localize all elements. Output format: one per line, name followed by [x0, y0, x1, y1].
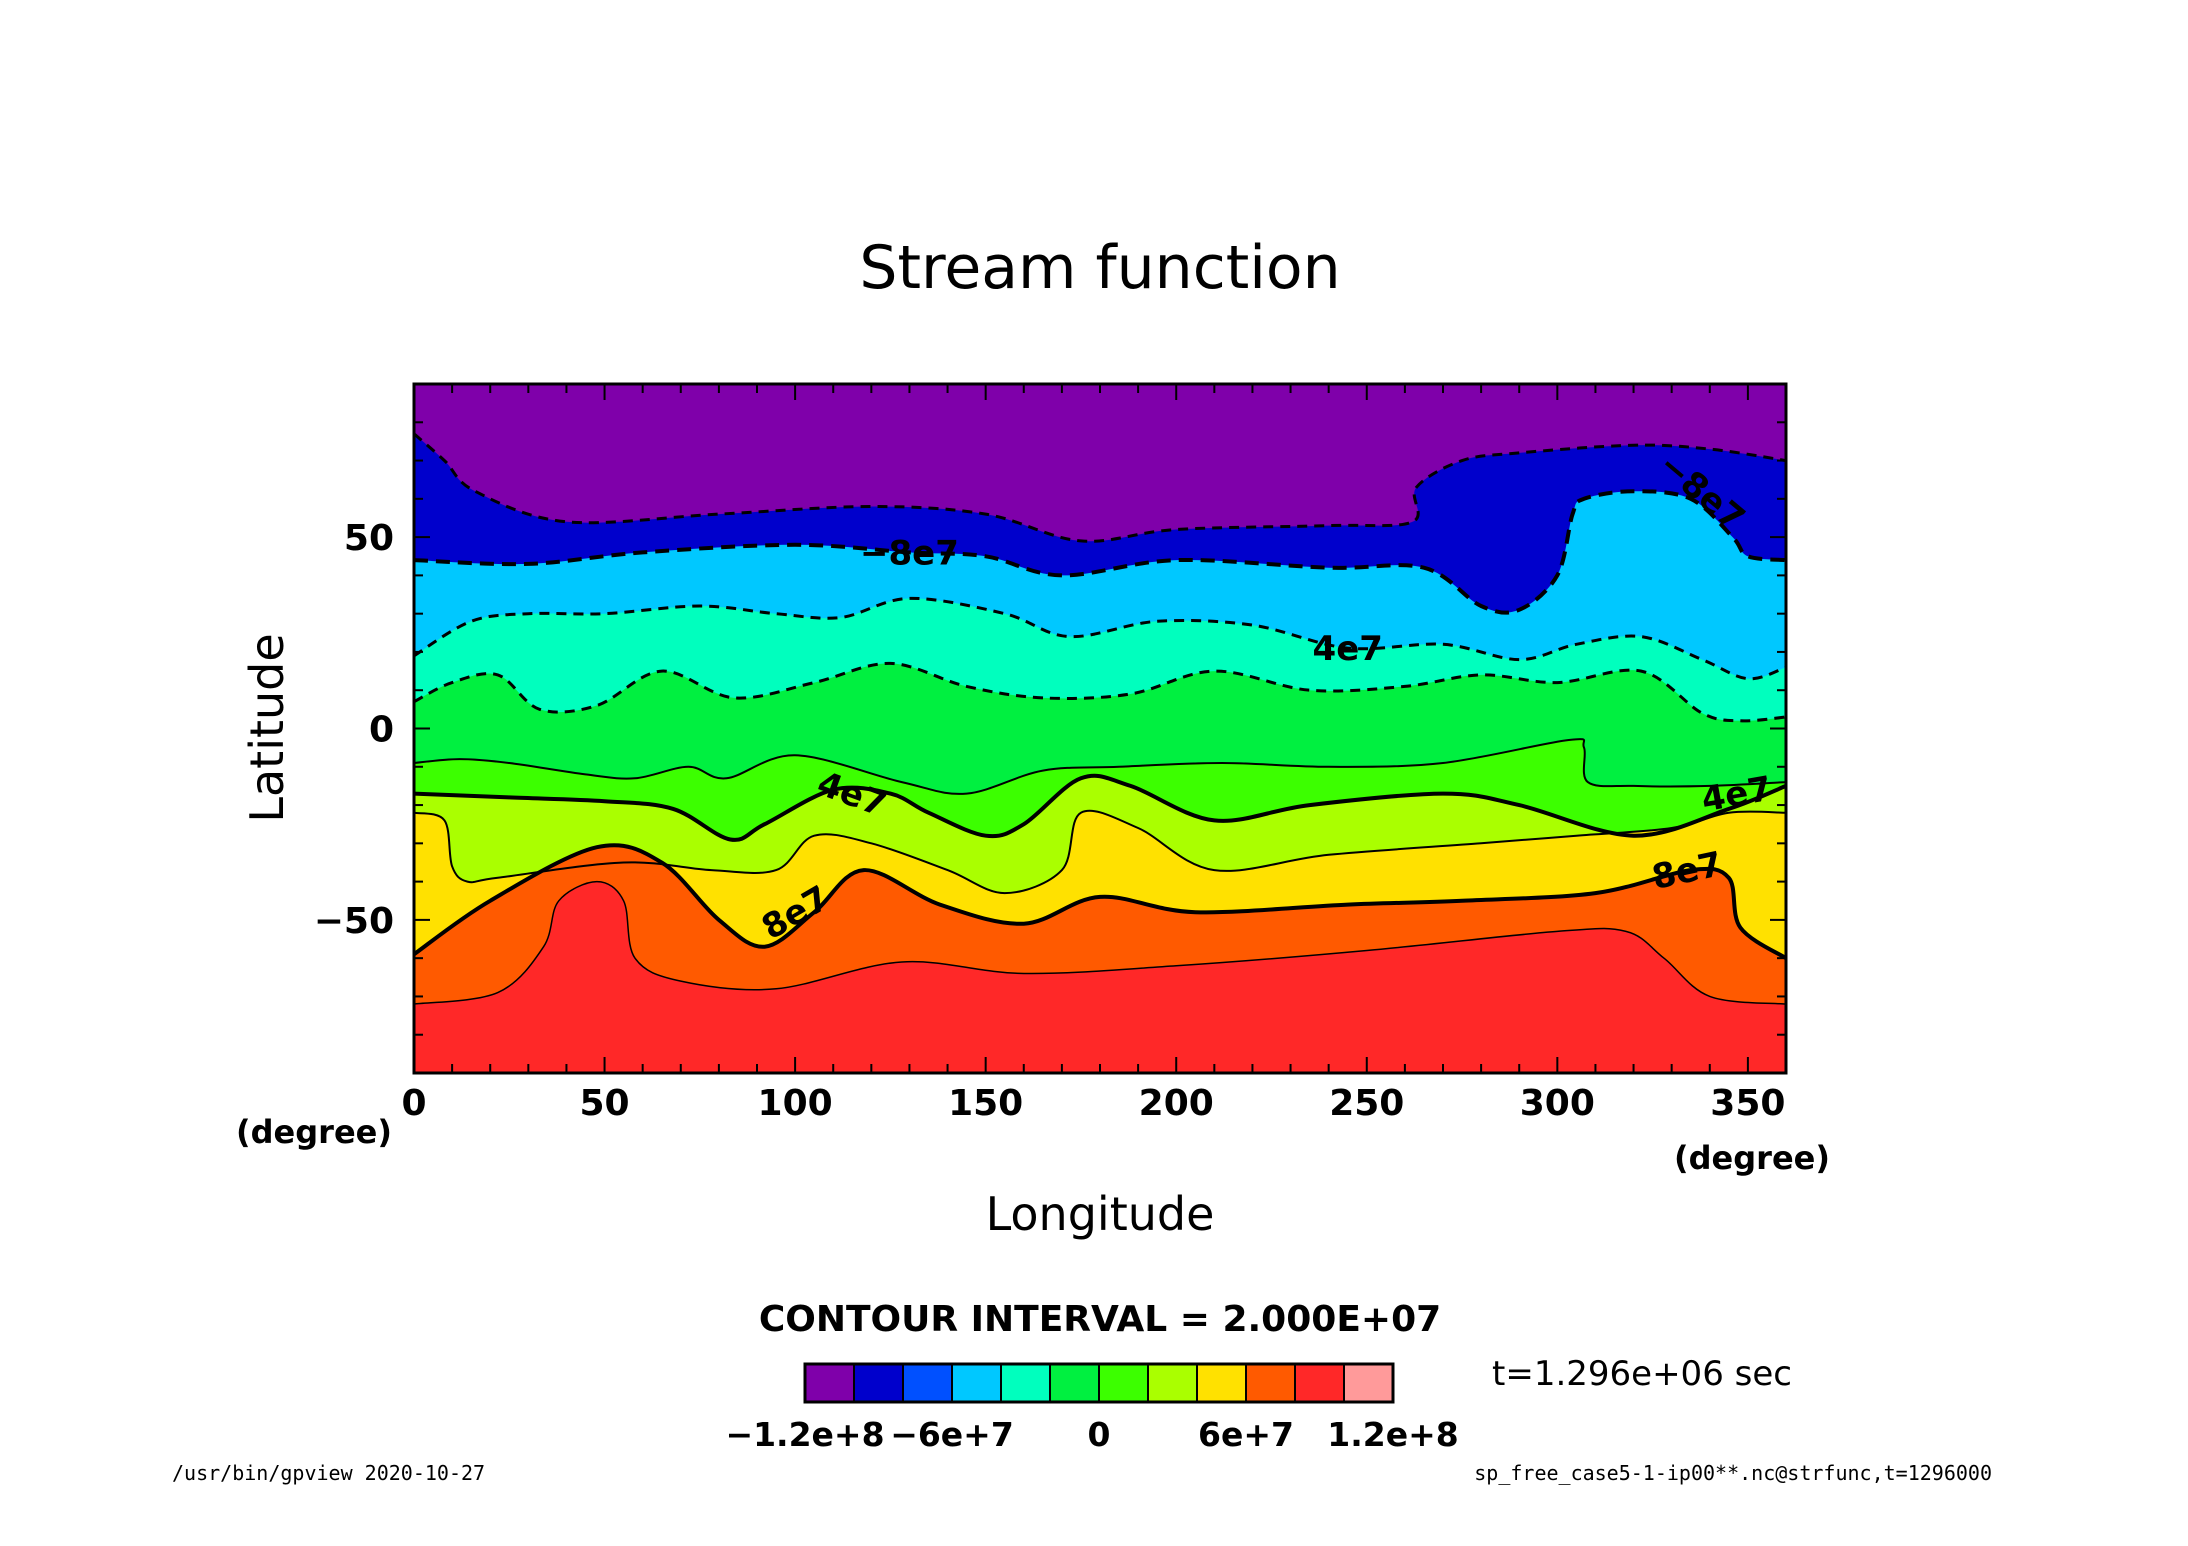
- colorbar-swatch: [1098, 1363, 1149, 1403]
- contour-line: [414, 843, 1786, 960]
- colorbar-swatch: [1147, 1363, 1198, 1403]
- contour-line: [414, 773, 1786, 842]
- x-tick-label: 50: [580, 1083, 630, 1124]
- colorbar-label: −6e+7: [890, 1415, 1014, 1454]
- x-unit-right: (degree): [1674, 1139, 1830, 1177]
- contour-line: [414, 661, 1786, 723]
- colorbar-swatch: [853, 1363, 904, 1403]
- chart-title: Stream function: [859, 233, 1340, 303]
- y-tick-labels: −50 0 50: [314, 518, 394, 942]
- y-tick-label: 50: [344, 518, 394, 559]
- contour-line: [414, 880, 1786, 1005]
- colorbar-swatch: [804, 1363, 855, 1403]
- contour-interval-text: CONTOUR INTERVAL = 2.000E+07: [759, 1299, 1441, 1340]
- colorbar-label: −1.2e+8: [725, 1415, 884, 1454]
- colorbar-swatch: [951, 1363, 1002, 1403]
- colorbar-label: 1.2e+8: [1327, 1415, 1458, 1454]
- contour-bands: [414, 384, 1786, 1073]
- x-tick-label: 200: [1139, 1083, 1214, 1124]
- x-unit-left: (degree): [236, 1113, 392, 1151]
- colorbar-label: 0: [1088, 1415, 1111, 1454]
- x-tick-labels: 0 50 100 150 200 250 300 350: [401, 1083, 1785, 1124]
- colorbar: [803, 1362, 1395, 1404]
- time-label: t=1.296e+06 sec: [1492, 1354, 1792, 1394]
- x-tick-label: 300: [1520, 1083, 1595, 1124]
- y-axis-title: Latitude: [240, 633, 294, 822]
- colorbar-swatch: [1196, 1363, 1247, 1403]
- contour-lines: [414, 432, 1786, 1005]
- colorbar-swatch: [1049, 1363, 1100, 1403]
- colorbar-labels: −1.2e+8 −6e+7 0 6e+7 1.2e+8: [725, 1415, 1458, 1454]
- x-tick-label: 0: [401, 1083, 426, 1124]
- colorbar-frame: [803, 1362, 1395, 1404]
- x-tick-label: 250: [1329, 1083, 1404, 1124]
- axis-ticks: [413, 383, 1787, 1074]
- contour-line: [414, 489, 1786, 615]
- colorbar-swatch: [1245, 1363, 1296, 1403]
- colorbar-label: 6e+7: [1198, 1415, 1294, 1454]
- x-axis-title: Longitude: [986, 1187, 1215, 1241]
- contour-label: −8e7: [860, 533, 959, 573]
- y-tick-label: −50: [314, 901, 394, 942]
- contour-line: [414, 809, 1786, 895]
- x-tick-label: 350: [1710, 1083, 1785, 1124]
- colorbar-swatch: [1343, 1363, 1394, 1403]
- y-tick-label: 0: [369, 710, 394, 751]
- footer-right: sp_free_case5-1-ip00**.nc@strfunc,t=1296…: [1474, 1461, 1992, 1485]
- plot-area: [414, 384, 1786, 1073]
- contour-band-fill: [414, 881, 1786, 1073]
- colorbar-swatch: [902, 1363, 953, 1403]
- colorbar-swatch: [1000, 1363, 1051, 1403]
- contour-label: 4e7: [1313, 629, 1383, 669]
- x-tick-label: 100: [758, 1083, 833, 1124]
- contour-line: [414, 738, 1786, 795]
- footer-left: /usr/bin/gpview 2020-10-27: [172, 1461, 485, 1485]
- colorbar-swatch: [1294, 1363, 1345, 1403]
- x-tick-label: 150: [948, 1083, 1023, 1124]
